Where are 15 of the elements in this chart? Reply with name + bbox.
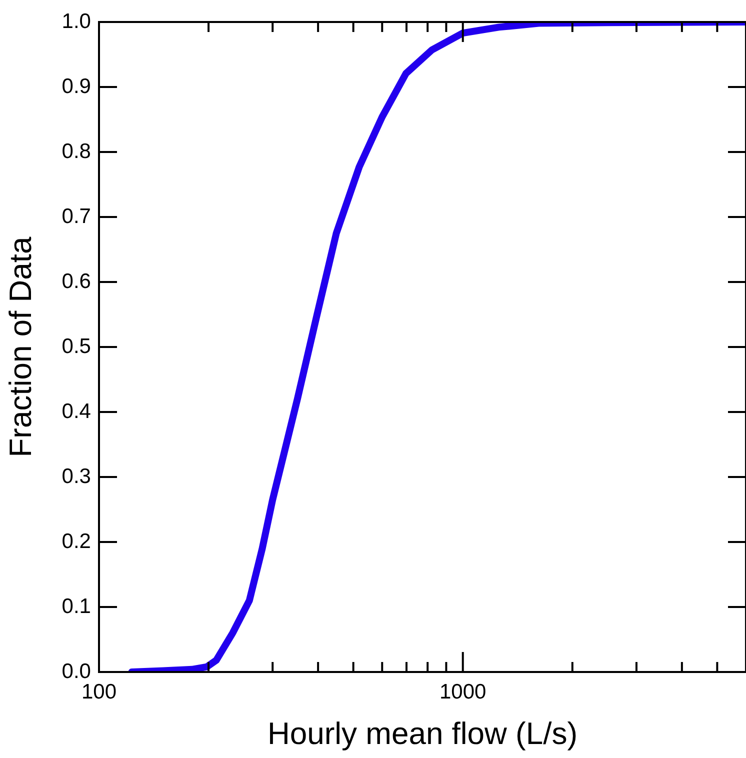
- y-tick-label: 0.3: [62, 464, 91, 488]
- y-tick-label: 0.4: [62, 400, 92, 423]
- y-axis-title: Fraction of Data: [3, 236, 38, 458]
- y-tick-label: 0.7: [62, 204, 91, 228]
- y-tick-label: 0.6: [62, 270, 91, 293]
- x-axis-title: Hourly mean flow (L/s): [267, 716, 578, 751]
- y-tick-label: 0.8: [62, 140, 91, 163]
- x-tick-label: 100: [81, 680, 117, 704]
- y-tick-label: 0.1: [62, 594, 91, 618]
- y-tick-label: 0.5: [62, 334, 91, 358]
- y-tick-label: 0.2: [62, 530, 91, 553]
- x-tick-label: 1000: [440, 680, 486, 704]
- y-tick-label: 0.9: [62, 74, 91, 98]
- y-tick-label: 0.0: [62, 660, 91, 683]
- y-tick-label: 1.0: [62, 10, 91, 33]
